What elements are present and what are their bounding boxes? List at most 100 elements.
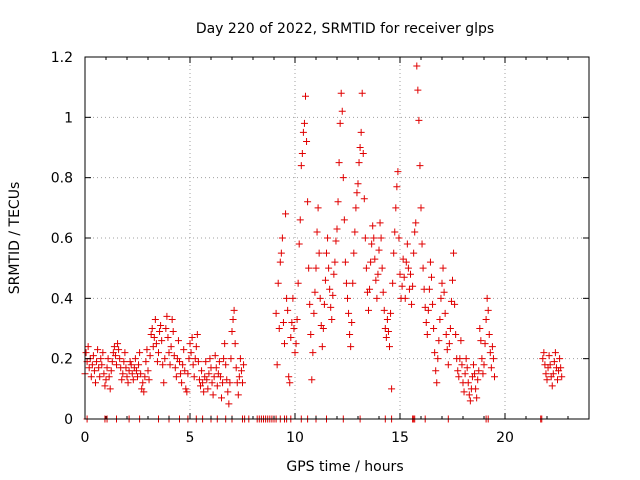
- data-point: [287, 334, 295, 342]
- data-point: [167, 343, 175, 351]
- data-point: [481, 340, 489, 348]
- data-point: [122, 364, 130, 372]
- data-point: [302, 92, 309, 100]
- data-point: [149, 343, 157, 351]
- data-point: [416, 162, 424, 170]
- data-point: [548, 382, 556, 390]
- y-tick-label: 0: [64, 412, 73, 428]
- data-point: [390, 249, 398, 257]
- data-point: [378, 264, 386, 272]
- y-tick-label: 1: [64, 110, 73, 126]
- data-point: [236, 355, 244, 363]
- data-point: [413, 62, 421, 70]
- data-point: [283, 294, 291, 302]
- data-point: [485, 331, 493, 339]
- data-point: [188, 334, 196, 342]
- data-point: [479, 370, 487, 378]
- data-point: [353, 189, 361, 197]
- data-point: [434, 355, 442, 363]
- data-point: [148, 325, 156, 332]
- chart-title: Day 220 of 2022, SRMTID for receiver glp…: [196, 21, 494, 37]
- data-point: [297, 162, 305, 170]
- data-point: [358, 89, 366, 97]
- data-point: [221, 340, 229, 348]
- data-point: [319, 325, 327, 332]
- data-point: [355, 159, 363, 167]
- data-point: [162, 325, 170, 332]
- data-point: [237, 367, 245, 375]
- data-point: [219, 379, 227, 387]
- data-point: [398, 282, 406, 290]
- data-point: [187, 349, 195, 357]
- data-point: [82, 349, 90, 357]
- data-point: [291, 349, 299, 357]
- data-point: [331, 258, 339, 266]
- data-point: [439, 264, 447, 272]
- data-point: [284, 306, 292, 314]
- data-point: [379, 288, 387, 296]
- data-point: [95, 364, 103, 372]
- data-point: [215, 358, 223, 366]
- data-point: [114, 340, 122, 348]
- data-point: [332, 237, 340, 245]
- data-point: [360, 195, 368, 203]
- data-point: [140, 388, 148, 396]
- data-point: [290, 325, 298, 332]
- data-point: [444, 361, 452, 369]
- data-point: [386, 343, 393, 351]
- data-point: [415, 116, 423, 124]
- data-point: [180, 346, 188, 354]
- y-axis-title: SRMTID / TECUs: [7, 182, 23, 295]
- data-point: [239, 379, 246, 387]
- data-point: [296, 216, 304, 224]
- data-point: [182, 385, 190, 393]
- data-point: [405, 285, 413, 293]
- data-point: [289, 294, 297, 302]
- data-point: [225, 400, 233, 408]
- data-point: [447, 297, 455, 305]
- data-point: [281, 340, 288, 348]
- data-point: [350, 249, 358, 257]
- data-point: [193, 331, 201, 339]
- data-point: [540, 349, 548, 357]
- data-point: [484, 306, 492, 314]
- data-point: [105, 373, 113, 381]
- data-point: [359, 150, 367, 158]
- data-point: [123, 373, 131, 381]
- data-point: [120, 358, 128, 366]
- data-point: [307, 331, 315, 339]
- data-point: [551, 349, 559, 357]
- data-point: [272, 309, 280, 317]
- data-point: [89, 352, 97, 360]
- data-point: [164, 334, 172, 342]
- data-point: [161, 355, 169, 363]
- data-point: [361, 234, 369, 242]
- data-point: [443, 346, 451, 354]
- data-point: [97, 355, 105, 363]
- data-point: [206, 355, 214, 363]
- data-point: [347, 343, 355, 351]
- data-point: [88, 361, 96, 369]
- data-point: [178, 379, 186, 387]
- data-point: [106, 385, 114, 393]
- data-point: [299, 128, 307, 136]
- data-point: [321, 276, 329, 284]
- data-point: [423, 331, 431, 339]
- data-point: [191, 355, 199, 363]
- data-point: [367, 258, 375, 266]
- data-point: [554, 376, 561, 384]
- data-point: [450, 249, 458, 257]
- data-point: [330, 270, 338, 278]
- data-point: [371, 255, 379, 263]
- data-point: [393, 183, 401, 191]
- data-point: [293, 315, 301, 323]
- data-point: [388, 385, 396, 393]
- data-point: [337, 89, 345, 97]
- data-point: [328, 315, 336, 323]
- data-point: [349, 279, 357, 287]
- data-point: [199, 379, 207, 387]
- data-point: [119, 370, 127, 378]
- data-point: [184, 370, 192, 378]
- y-tick-label: 0.2: [51, 352, 73, 368]
